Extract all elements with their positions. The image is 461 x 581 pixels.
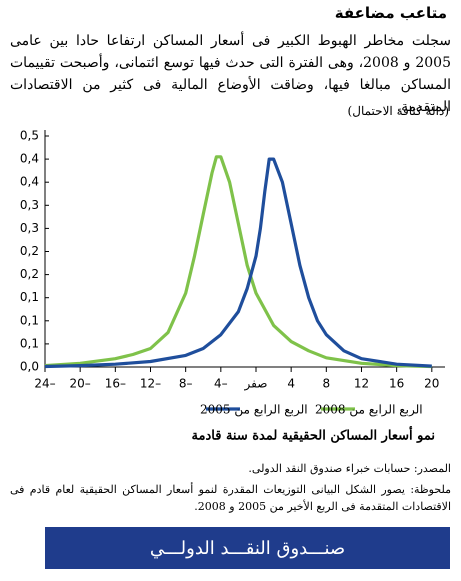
note: ملحوظة: يصور الشكل البيانى التوزيعات الم… <box>10 483 451 513</box>
legend-label: الربع الرابع من 2005 <box>200 403 308 417</box>
footer: صنـــدوق النقـــد الدولـــي <box>45 527 450 569</box>
x-tick-label: 20 <box>424 377 439 391</box>
x-tick-label: 4– <box>214 377 228 391</box>
chart-subtitle: (دالة كثافة الاحتمال) <box>347 104 449 118</box>
paragraph: سجلت مخاطر الهبوط الكبير فى أسعار المساك… <box>10 33 451 115</box>
y-tick-label: 0,4 <box>20 152 39 166</box>
x-tick-label: 12 <box>354 377 369 391</box>
x-tick-label: صفر <box>244 377 268 392</box>
series-line <box>44 157 432 369</box>
y-tick-label: 0,3 <box>20 221 39 235</box>
x-tick-label: 8– <box>179 377 193 391</box>
chart: 0,5 0,4 0,4 0,3 0,3 0,2 0,2 0,1 0,1 0,1 0,0 24– 20– 1… <box>20 129 445 444</box>
y-tick-label: 0,0 <box>20 360 39 374</box>
y-tick-label: 0,1 <box>20 313 39 327</box>
legend-label: الربع الرابع من 2008 <box>315 403 423 417</box>
x-tick-label: 8 <box>322 377 330 391</box>
x-tick-label: 24– <box>34 377 55 391</box>
x-tick-label: 16– <box>105 377 126 391</box>
y-tick-label: 0,2 <box>20 267 39 281</box>
y-tick-label: 0,2 <box>20 244 39 258</box>
y-tick-label: 0,1 <box>20 336 39 350</box>
x-tick-label: 16 <box>389 377 404 391</box>
x-tick-label: 20– <box>70 377 91 391</box>
series-line <box>44 155 432 369</box>
title: متاعب مضاعفة <box>334 4 447 22</box>
source: المصدر: حسابات خبراء صندوق النقد الدولى. <box>248 462 451 475</box>
y-tick-label: 0,5 <box>20 129 39 143</box>
x-axis-label: نمو أسعار المساكن الحقيقية لمدة سنة قادم… <box>192 427 435 444</box>
y-tick-label: 0,4 <box>20 175 39 189</box>
x-tick-label: 12– <box>140 377 161 391</box>
x-tick-label: 4 <box>287 377 295 391</box>
y-tick-label: 0,3 <box>20 198 39 212</box>
y-tick-label: 0,1 <box>20 290 39 304</box>
